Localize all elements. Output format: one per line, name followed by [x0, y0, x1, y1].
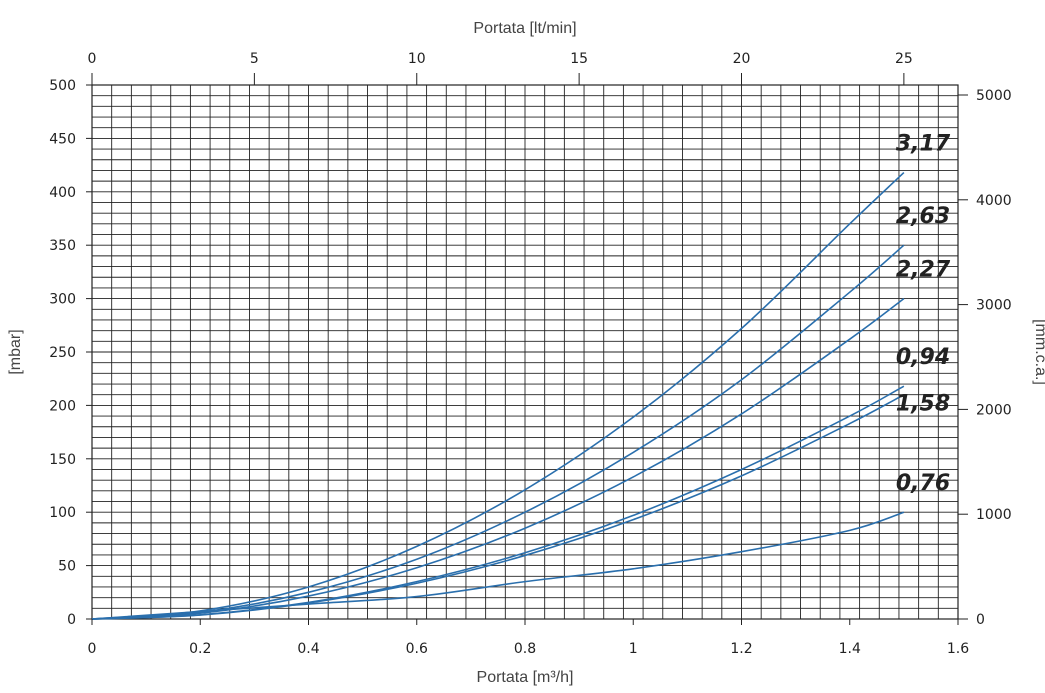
x-tick-label: 0	[88, 641, 97, 657]
y-tick-label: 350	[49, 238, 76, 254]
y-axis-title-right: [mm.c.a.]	[1032, 319, 1045, 385]
y-tick-label: 100	[49, 505, 76, 521]
curves	[91, 171, 905, 620]
left-axis: 0 50 100 150 200 250 300 350 400 450 500	[49, 78, 92, 628]
grid	[92, 85, 958, 619]
curve-label-0-76: 0,76	[896, 471, 950, 496]
x-tick-label: 1.4	[839, 641, 861, 657]
top-tick-label: 0	[88, 51, 97, 67]
top-tick-label: 10	[408, 51, 426, 67]
top-axis: 0 5 10 15 20 25	[88, 51, 913, 85]
top-tick-label: 15	[570, 51, 588, 67]
right-tick-label: 1000	[976, 507, 1012, 523]
y-tick-label: 450	[49, 131, 76, 147]
curve-label-2-63: 2,63	[896, 204, 950, 229]
curve-0-76	[91, 511, 905, 620]
curve-label-0-94: 0,94	[896, 345, 950, 370]
curve-3-17	[91, 171, 905, 620]
y-tick-label: 50	[58, 559, 76, 575]
right-tick-label: 5000	[976, 88, 1012, 104]
curve-label-1-58: 1,58	[896, 392, 950, 417]
x-tick-label: 0.4	[297, 641, 319, 657]
y-tick-label: 0	[67, 612, 76, 628]
y-tick-label: 400	[49, 185, 76, 201]
right-tick-label: 3000	[976, 298, 1012, 314]
bottom-axis: 0 0.2 0.4 0.6 0.8 1 1.2 1.4 1.6	[88, 619, 969, 657]
right-tick-label: 2000	[976, 402, 1012, 418]
curve-labels: 3,17 2,63 2,27 0,94 1,58 0,76	[896, 132, 951, 497]
y-tick-label: 150	[49, 452, 76, 468]
x-tick-label: 1.2	[730, 641, 752, 657]
curve-1-58	[91, 394, 905, 620]
curve-label-3-17: 3,17	[896, 132, 951, 157]
top-tick-label: 20	[733, 51, 751, 67]
top-tick-label: 5	[250, 51, 259, 67]
top-tick-label: 25	[895, 51, 913, 67]
right-tick-label: 4000	[976, 193, 1012, 209]
right-axis: 0 1000 2000 3000 4000 5000	[958, 88, 1012, 628]
curve-label-2-27: 2,27	[896, 258, 951, 283]
x-tick-label: 1.6	[947, 641, 969, 657]
curve-0-94	[91, 385, 905, 620]
x-axis-title-bottom: Portata [m³/h]	[477, 669, 574, 686]
x-axis-title-top: Portata [lt/min]	[473, 20, 576, 37]
right-tick-label: 0	[976, 612, 985, 628]
y-tick-label: 250	[49, 345, 76, 361]
y-tick-label: 300	[49, 292, 76, 308]
curve-2-63	[91, 244, 905, 620]
y-tick-label: 200	[49, 398, 76, 414]
y-axis-title-left: [mbar]	[7, 329, 24, 374]
y-tick-label: 500	[49, 78, 76, 94]
x-tick-label: 0.6	[406, 641, 428, 657]
x-tick-label: 1	[629, 641, 638, 657]
x-tick-label: 0.2	[189, 641, 211, 657]
x-tick-label: 0.8	[514, 641, 536, 657]
